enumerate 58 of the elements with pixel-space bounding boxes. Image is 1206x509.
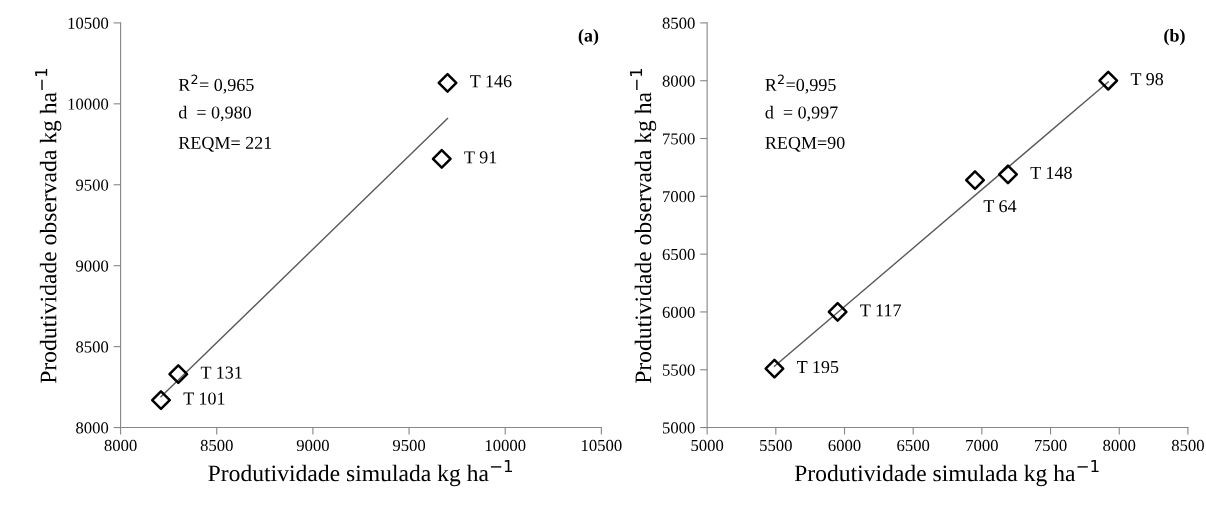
point xyxy=(764,358,785,379)
y-tick-label: 10500 xyxy=(68,17,109,29)
x-tick-label: 10000 xyxy=(485,439,526,452)
point xyxy=(437,72,458,93)
x-tick-label: 8000 xyxy=(1103,439,1136,452)
annotation: REQM= 221 xyxy=(178,136,272,152)
annotation: T 195 xyxy=(797,360,839,374)
y-tick-label: 8500 xyxy=(76,341,109,353)
annotation: T 131 xyxy=(200,366,242,379)
y-tick-label: 8000 xyxy=(662,75,695,87)
y-tick-label: 6000 xyxy=(662,306,695,318)
annotation: T 98 xyxy=(1130,73,1164,86)
y-tick-label: 7500 xyxy=(663,133,695,145)
annotation: d = 0,980 xyxy=(178,105,251,122)
x-tick-label: 6000 xyxy=(828,439,861,452)
point xyxy=(997,164,1018,185)
y-tick-label: 5000 xyxy=(662,422,695,434)
y-tick-label: 8500 xyxy=(662,17,695,29)
point xyxy=(827,301,848,322)
x-tick-label: 5000 xyxy=(691,439,724,452)
x-tick-label: 8000 xyxy=(104,439,137,452)
chart-title: (a) xyxy=(578,28,599,46)
annotation: T 91 xyxy=(464,151,497,164)
point xyxy=(168,364,189,385)
x-tick-label: 7500 xyxy=(1034,439,1067,452)
y-tick-label: 9500 xyxy=(76,179,109,191)
y-tick-label: 6500 xyxy=(662,248,695,261)
point xyxy=(964,170,986,191)
x-tick-label: 7000 xyxy=(966,439,998,452)
x-tick-label: 9500 xyxy=(392,439,426,452)
y-tick-label: 10000 xyxy=(68,98,109,110)
annotation: d = 0,997 xyxy=(765,105,838,122)
annotation: T 101 xyxy=(183,392,225,405)
y-axis-title: Produtividade observada kg ha$^{−1}$ xyxy=(630,68,657,384)
x-tick-label: 5500 xyxy=(760,439,792,452)
point xyxy=(150,390,172,411)
annotation: T 117 xyxy=(860,304,901,317)
annotation: T 64 xyxy=(983,200,1017,213)
x-axis-title: Produtividade simulada kg ha$^{−1}$ xyxy=(208,460,513,487)
annotation: T 148 xyxy=(1030,166,1072,179)
x-tick-label: 6500 xyxy=(897,439,930,452)
y-tick-label: 7000 xyxy=(663,191,695,203)
y-tick-label: 5500 xyxy=(662,364,695,376)
x-axis-title: Produtividade simulada kg ha$^{−1}$ xyxy=(794,460,1099,487)
annotation: R$^{2}$=0,995 xyxy=(765,74,836,94)
y-tick-label: 9000 xyxy=(76,260,109,272)
x-tick-label: 8500 xyxy=(1171,439,1204,452)
point xyxy=(431,148,452,169)
y-axis-title: Produtividade observada kg ha$^{−1}$ xyxy=(35,68,62,384)
point xyxy=(1098,70,1119,91)
x-tick-label: 8500 xyxy=(200,439,233,452)
y-tick-label: 8000 xyxy=(76,422,109,434)
annotation: R$^{2}$= 0,965 xyxy=(178,74,254,94)
annotation: REQM=90 xyxy=(765,136,845,152)
x-tick-label: 9000 xyxy=(296,439,329,452)
annotation: T 146 xyxy=(470,75,512,88)
x-tick-label: 10500 xyxy=(582,439,622,452)
chart-title: (b) xyxy=(1164,28,1185,46)
